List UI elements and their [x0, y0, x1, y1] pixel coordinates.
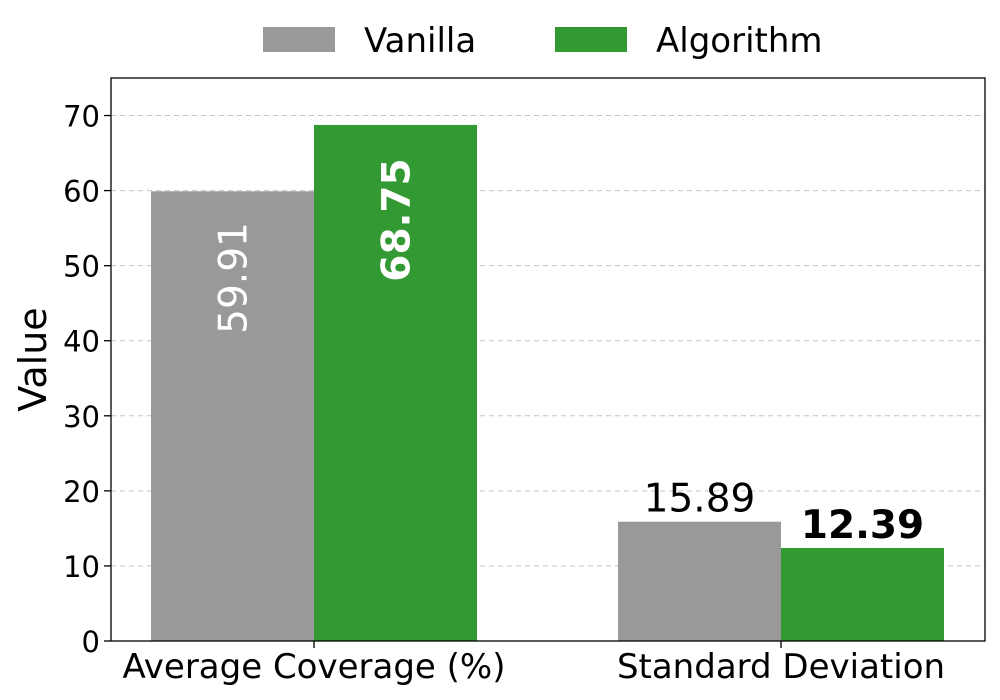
- axes: [110, 77, 986, 642]
- y-tick-label: 10: [63, 550, 100, 584]
- x-tick-label: Standard Deviation: [617, 647, 945, 687]
- bar-vanilla-1: [618, 521, 781, 641]
- data-labels: 59.91 68.75 15.89 12.39: [212, 158, 925, 548]
- bar-vanilla-0: [151, 191, 314, 641]
- plot-frame: [110, 77, 986, 642]
- y-tick-label: 0: [82, 625, 100, 659]
- bars: [151, 124, 944, 641]
- y-tick-label: 50: [63, 250, 100, 284]
- data-label: 68.75: [375, 158, 420, 281]
- y-tick-label: 40: [63, 325, 100, 359]
- legend-swatch-algorithm: [555, 27, 627, 52]
- legend-swatch-vanilla: [263, 27, 335, 52]
- x-tick-label: Average Coverage (%): [123, 647, 506, 687]
- x-axis-ticks: Average Coverage (%) Standard Deviation: [123, 641, 945, 687]
- bar-algorithm-1: [781, 547, 944, 641]
- y-tick-label: 70: [63, 100, 100, 134]
- legend-label-vanilla: Vanilla: [364, 21, 476, 61]
- y-tick-label: 60: [63, 175, 100, 209]
- legend-label-algorithm: Algorithm: [656, 21, 823, 61]
- legend: Vanilla Algorithm: [263, 21, 823, 61]
- data-label: 12.39: [801, 503, 924, 548]
- y-tick-label: 30: [63, 400, 100, 434]
- data-label: 15.89: [644, 477, 756, 522]
- bar-algorithm-0: [314, 124, 477, 641]
- y-axis-title: Value: [11, 307, 55, 411]
- y-axis-ticks: 0 10 20 30 40 50 60 70: [63, 100, 111, 659]
- data-label: 59.91: [212, 222, 257, 334]
- y-tick-label: 20: [63, 475, 100, 509]
